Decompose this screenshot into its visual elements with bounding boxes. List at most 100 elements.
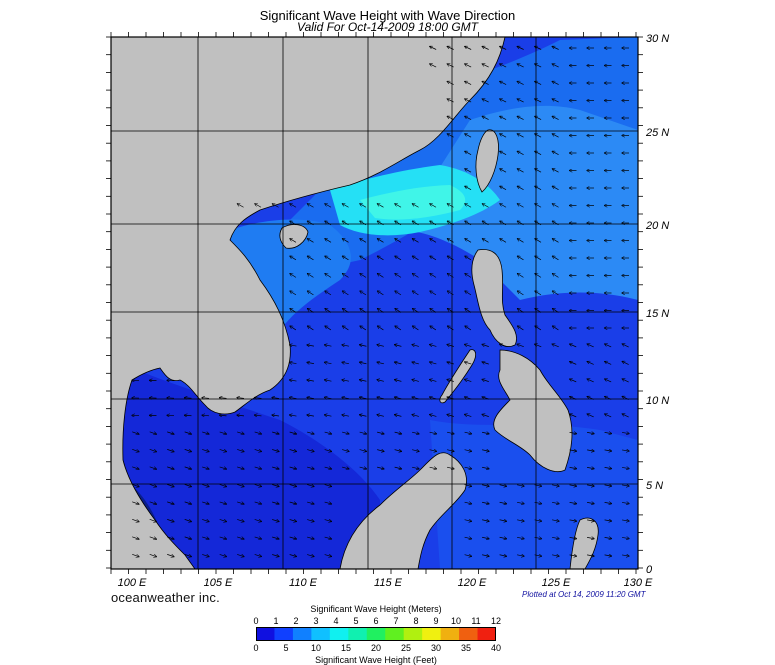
direction-arrow (184, 431, 192, 434)
direction-arrow (219, 537, 227, 539)
direction-arrow (325, 415, 332, 416)
direction-arrow (360, 204, 367, 208)
colorbar-segment (385, 627, 405, 641)
direction-arrow (553, 274, 559, 278)
direction-arrow (604, 555, 612, 556)
direction-arrow (202, 502, 209, 504)
direction-arrow (604, 450, 612, 451)
colorbar-meter-tick: 6 (373, 616, 379, 626)
direction-arrow (272, 449, 279, 451)
direction-arrow (272, 502, 279, 504)
direction-arrow (360, 345, 367, 347)
direction-arrow (237, 502, 244, 504)
direction-arrow (360, 274, 367, 278)
direction-arrow (289, 450, 297, 452)
direction-arrow (237, 484, 244, 486)
colorbar-meter-tick: 2 (293, 616, 299, 626)
direction-arrow (465, 169, 472, 173)
direction-arrow (482, 502, 489, 504)
colorbar-segment (366, 627, 386, 641)
direction-arrow (465, 362, 472, 364)
colorbar-meter-tick: 5 (353, 616, 359, 626)
hainan-island (279, 224, 309, 249)
direction-arrow (412, 204, 419, 208)
direction-arrow (289, 537, 297, 539)
direction-arrow (289, 485, 297, 487)
direction-arrow (343, 326, 349, 331)
direction-arrow (552, 47, 559, 50)
direction-arrow (482, 362, 489, 365)
wave-field-peak-core (360, 185, 466, 220)
lon-label-130e: 130 E (623, 577, 653, 589)
colorbar-segment (459, 627, 479, 641)
direction-arrow (272, 537, 279, 539)
direction-arrow (482, 414, 489, 417)
direction-arrow (132, 466, 139, 469)
colorbar-segment (348, 627, 368, 641)
direction-arrow (272, 204, 279, 208)
direction-arrow (378, 291, 384, 296)
direction-arrow (551, 520, 559, 521)
direction-arrow (254, 432, 262, 434)
direction-arrow (517, 47, 524, 50)
direction-arrow (272, 432, 279, 434)
direction-arrow (622, 361, 629, 365)
direction-arrow (132, 554, 139, 556)
direction-arrow (395, 274, 402, 278)
lat-label-15n: 15 N (646, 308, 670, 320)
direction-arrow (482, 555, 489, 557)
direction-arrow (149, 501, 157, 504)
direction-arrow (325, 256, 332, 261)
direction-arrow (517, 169, 524, 173)
direction-arrow (553, 239, 559, 243)
direction-arrow (289, 555, 297, 557)
direction-arrow (202, 432, 209, 434)
direction-arrow (621, 432, 629, 433)
direction-arrow (447, 99, 454, 103)
direction-arrow (622, 344, 629, 348)
direction-arrow (343, 239, 349, 243)
direction-arrow (464, 520, 472, 522)
direction-arrow (167, 501, 174, 504)
direction-arrow (343, 256, 349, 261)
direction-arrow (395, 204, 402, 208)
direction-arrow (621, 502, 629, 503)
direction-arrow (552, 64, 559, 68)
direction-arrow (308, 291, 314, 296)
direction-arrow (447, 379, 454, 381)
colorbar-title-meters: Significant Wave Height (Meters) (310, 604, 442, 614)
direction-arrow (395, 256, 402, 261)
direction-arrow (447, 64, 454, 68)
direction-arrow (290, 239, 297, 243)
direction-arrow (517, 151, 524, 155)
direction-arrow (395, 291, 402, 296)
direction-arrow (569, 537, 577, 538)
lat-label-20n: 20 N (646, 220, 670, 232)
colorbar-feet-tick: 40 (490, 643, 501, 653)
direction-arrow (359, 467, 367, 469)
direction-arrow (447, 450, 454, 452)
direction-arrow (465, 47, 472, 50)
direction-arrow (448, 256, 454, 261)
direction-arrow (464, 450, 472, 452)
direction-arrow (604, 537, 612, 538)
direction-arrow (430, 291, 437, 296)
colorbar-segment (311, 627, 331, 641)
direction-arrow (149, 466, 157, 469)
direction-arrow (184, 501, 192, 504)
direction-arrow (500, 344, 507, 348)
colorbar-meter-tick: 4 (333, 616, 339, 626)
direction-arrow (621, 485, 629, 486)
direction-arrow (377, 415, 384, 417)
direction-arrow (430, 256, 437, 261)
direction-arrow (395, 362, 402, 364)
direction-arrow (308, 239, 314, 243)
direction-arrow (359, 450, 367, 452)
direction-arrow (621, 467, 629, 468)
direction-arrow (132, 519, 139, 521)
direction-arrow (325, 239, 332, 243)
direction-arrow (586, 450, 594, 451)
direction-arrow (621, 537, 629, 538)
direction-arrow (500, 81, 507, 85)
